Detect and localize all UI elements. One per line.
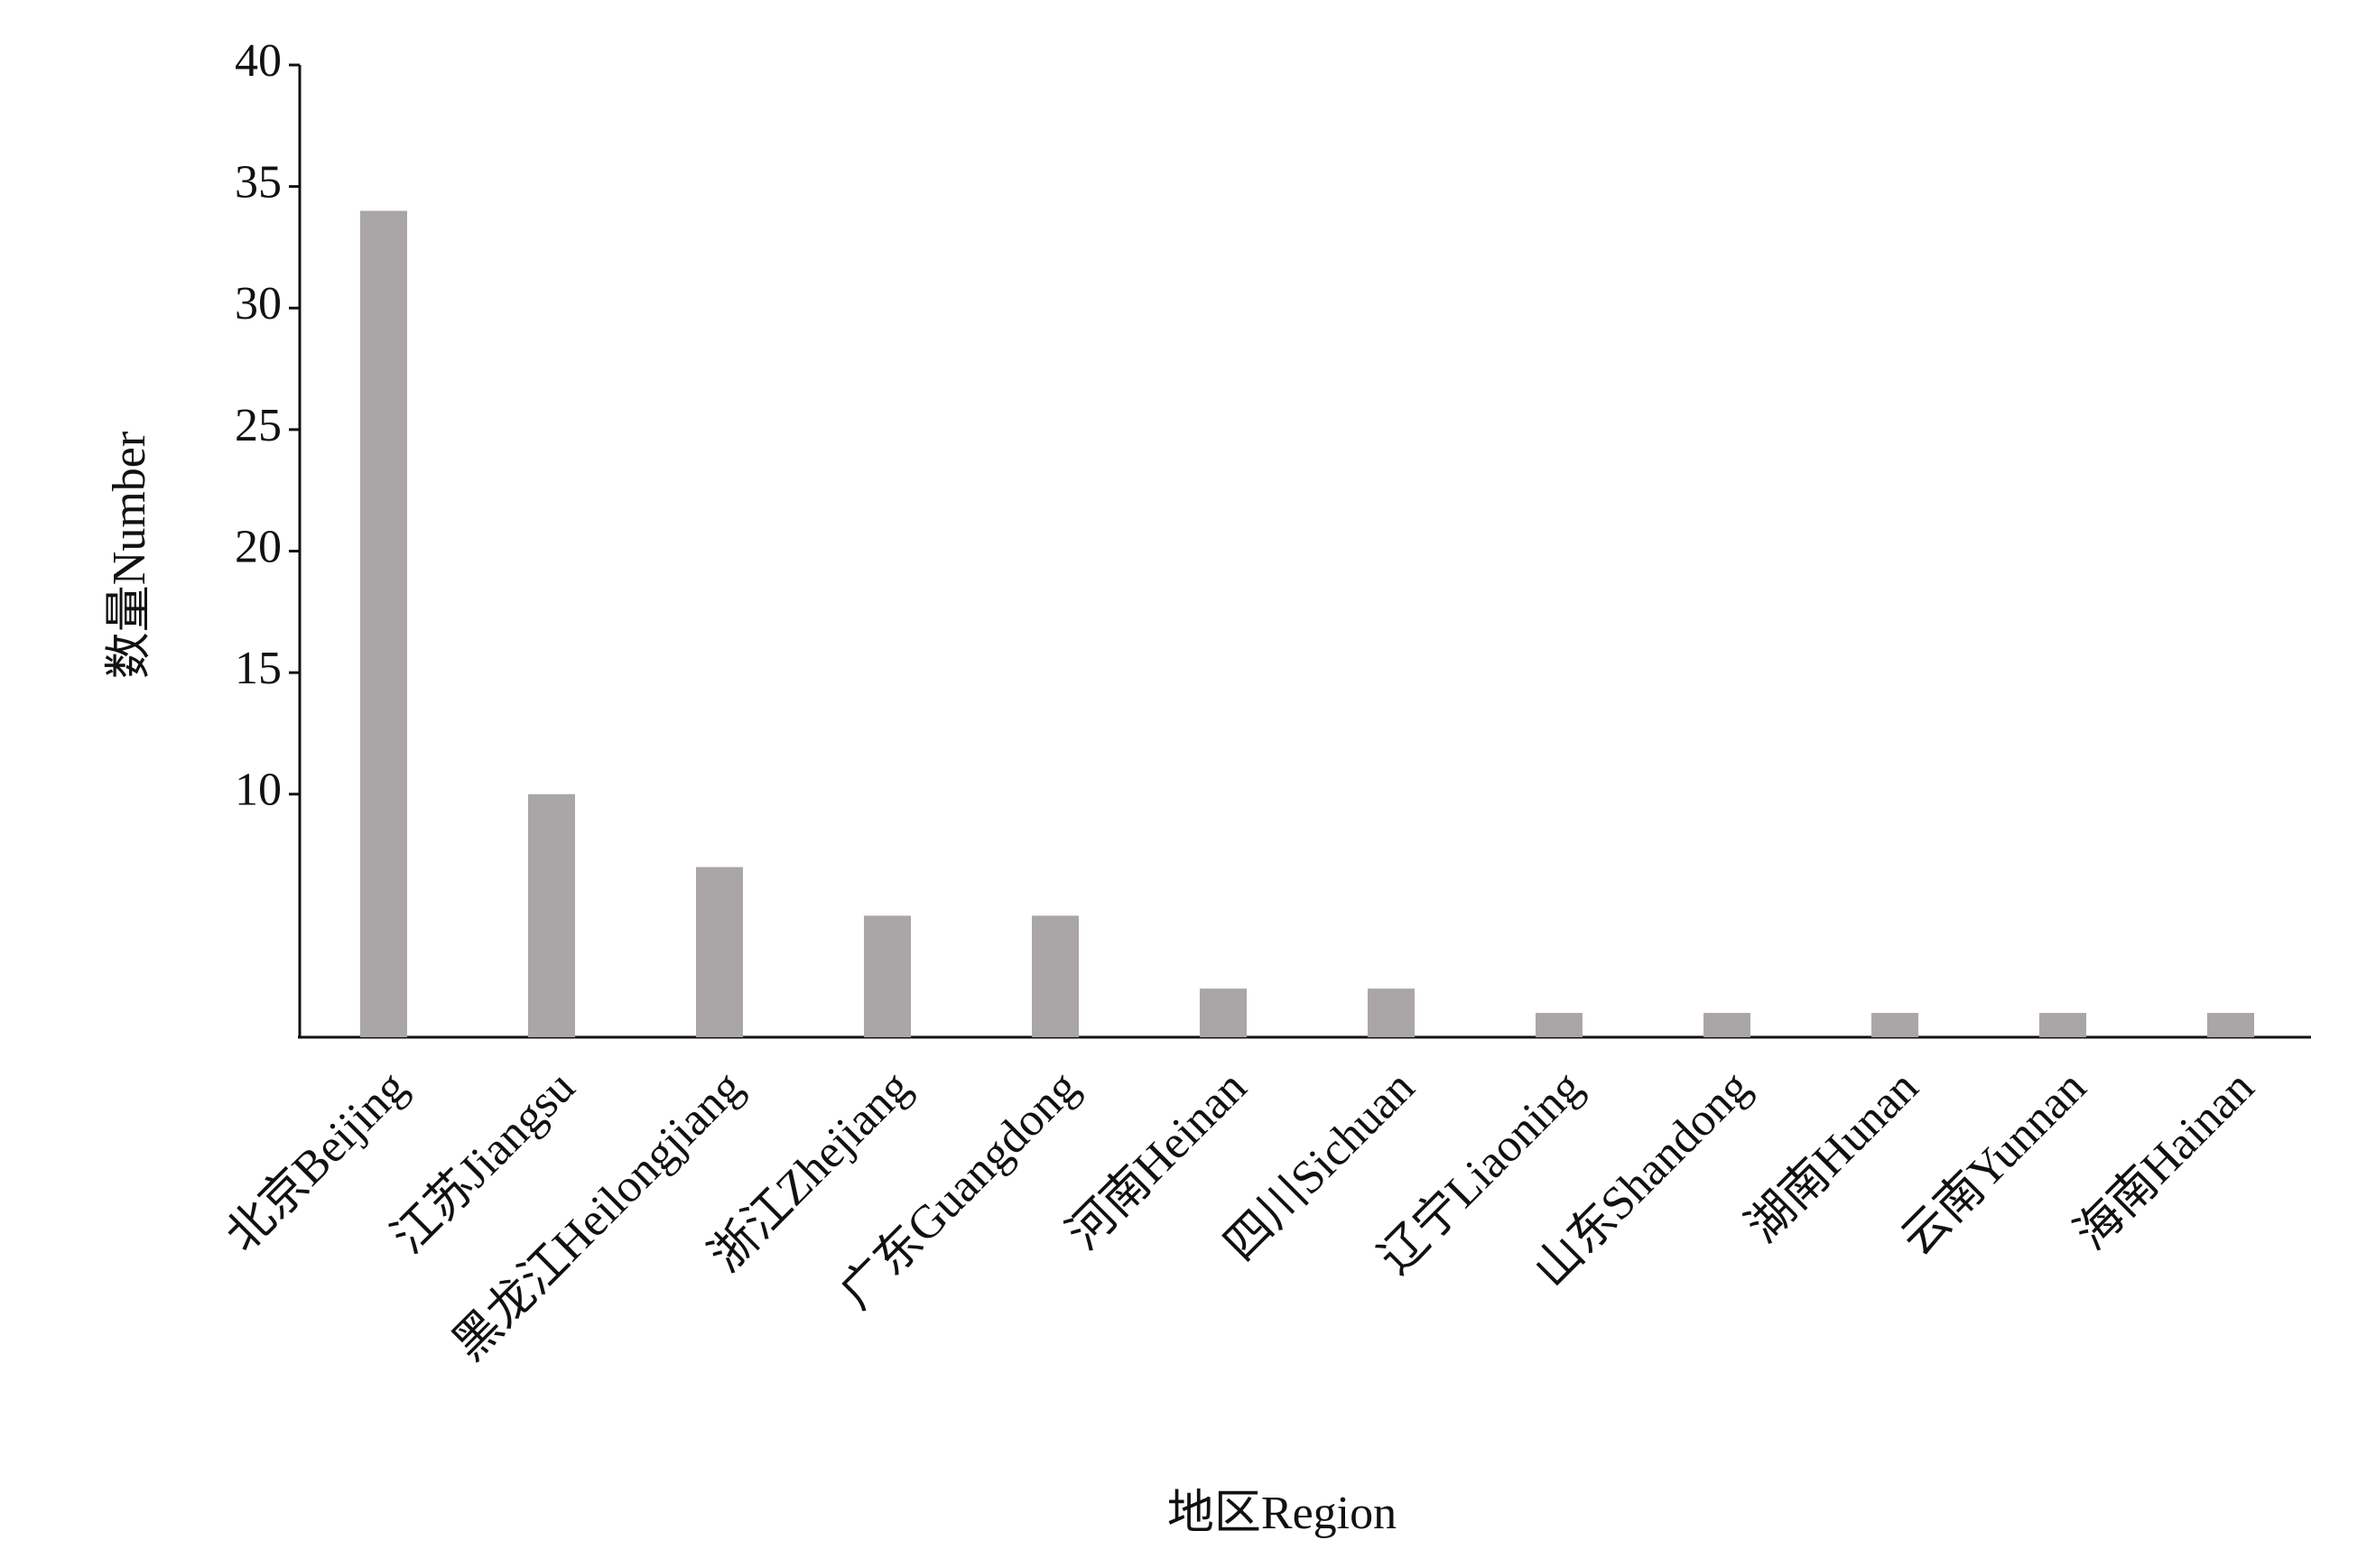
y-tick-label: 25 — [235, 400, 282, 451]
y-tick-label: 40 — [235, 35, 282, 87]
bar — [1368, 988, 1415, 1037]
y-tick-label: 30 — [235, 278, 282, 329]
bar — [696, 867, 743, 1037]
y-tick-label: 15 — [235, 643, 282, 694]
x-tick-label: 海南Hainan — [2065, 1062, 2264, 1260]
x-tick-label: 黑龙江Heilongjiang — [443, 1062, 753, 1371]
bar — [1536, 1013, 1583, 1037]
x-axis-label: 地区Region — [1167, 1488, 1397, 1539]
bar — [1032, 915, 1079, 1037]
bar — [1871, 1013, 1918, 1037]
bar — [2207, 1013, 2254, 1037]
x-tick-label: 云南Yunnan — [1892, 1062, 2096, 1266]
bar — [1200, 988, 1247, 1037]
bar — [360, 210, 407, 1038]
y-axis-label: 数量Number — [104, 431, 155, 679]
y-tick-label: 20 — [235, 521, 282, 572]
y-tick-label: 10 — [235, 765, 282, 816]
bar — [528, 793, 575, 1037]
y-tick-label: 35 — [235, 157, 282, 209]
bar — [1703, 1013, 1750, 1037]
bar — [2039, 1013, 2086, 1037]
bar — [864, 915, 911, 1037]
